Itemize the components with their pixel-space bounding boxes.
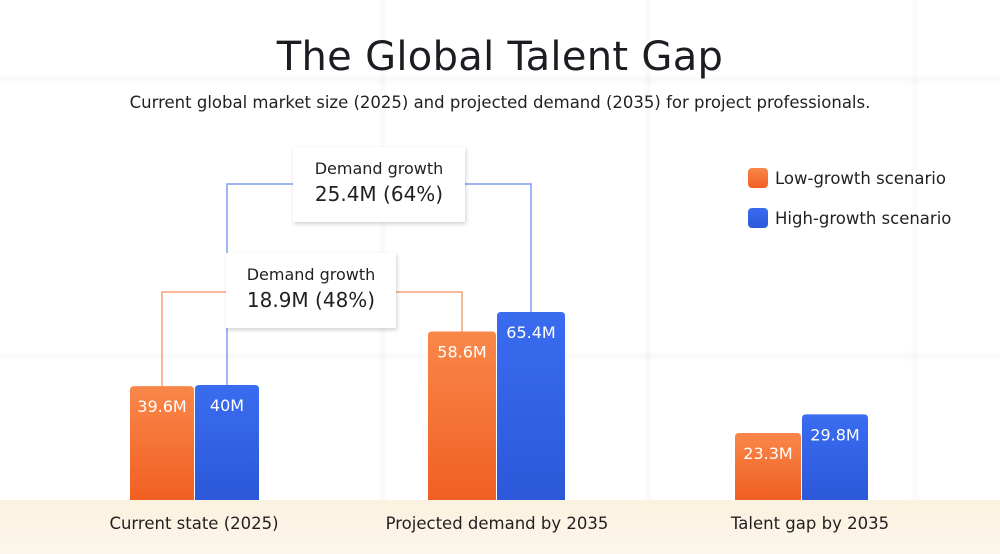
bar-value-label: 23.3M [743, 444, 792, 463]
bar-high-growth [497, 311, 565, 500]
legend-label: High-growth scenario [775, 208, 952, 228]
legend-item-high-growth: High-growth scenario [748, 208, 951, 228]
chart-subtitle: Current global market size (2025) and pr… [129, 93, 871, 112]
callout-value: 25.4M (64%) [314, 182, 444, 206]
chart-title: The Global Talent Gap [276, 34, 724, 80]
legend-label: Low-growth scenario [775, 168, 946, 188]
bar-low-growth [428, 331, 496, 500]
bar-high-growth [195, 385, 259, 500]
callout-high-growth: Demand growth 25.4M (64%) [293, 147, 465, 222]
callout-label: Demand growth [246, 265, 376, 284]
callout-low-growth: Demand growth 18.9M (48%) [226, 253, 396, 328]
legend-item-low-growth: Low-growth scenario [748, 168, 946, 188]
callout-label: Demand growth [314, 159, 444, 178]
category-label: Projected demand by 2035 [385, 514, 609, 533]
bar-high-growth [802, 414, 868, 500]
legend-swatch-orange [748, 168, 768, 188]
background-grid-line [0, 74, 1000, 86]
bar-value-label: 58.6M [437, 343, 486, 362]
callout-value: 18.9M (48%) [246, 288, 376, 312]
bar-value-label: 29.8M [810, 425, 859, 444]
background-grid-line [910, 0, 920, 500]
bar-low-growth [130, 386, 194, 500]
category-band [0, 500, 1000, 554]
bar-low-growth [735, 433, 801, 500]
background-grid-line [378, 0, 388, 500]
bar-value-label: 65.4M [506, 323, 555, 342]
background-grid-line [643, 0, 653, 500]
bar-value-label: 39.6M [137, 397, 186, 416]
bar-value-label: 40M [210, 396, 244, 415]
category-label: Current state (2025) [109, 514, 279, 533]
legend-swatch-blue [748, 208, 768, 228]
category-label: Talent gap by 2035 [730, 514, 890, 533]
